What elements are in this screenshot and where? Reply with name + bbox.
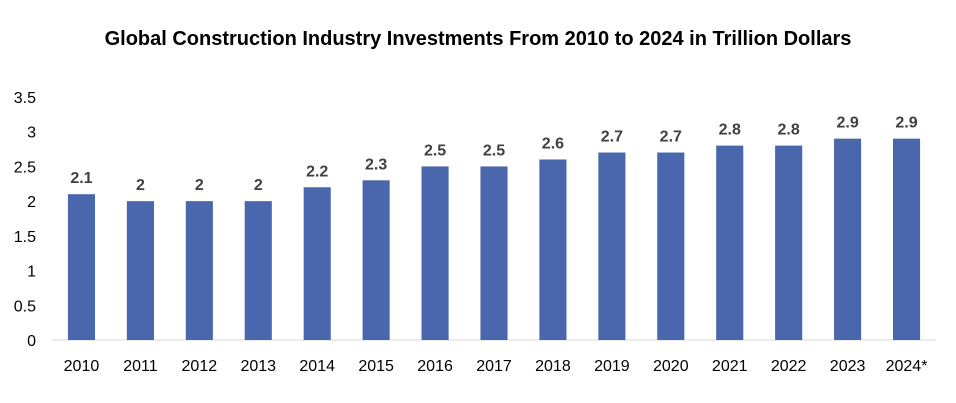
x-tick-label: 2021 <box>712 358 748 375</box>
y-tick-label: 2.5 <box>14 159 36 176</box>
data-label: 2.2 <box>306 163 328 180</box>
bar <box>303 187 331 340</box>
bar <box>244 201 272 340</box>
x-tick-label: 2014 <box>299 358 335 375</box>
bar <box>892 138 921 340</box>
bar <box>126 201 154 340</box>
bar <box>775 145 803 340</box>
bar <box>716 145 744 340</box>
data-label: 2.8 <box>778 122 800 139</box>
y-axis-ticks: 0 0.5 1 1.5 2 2.5 3 3.5 <box>14 90 36 350</box>
x-tick-label: 2013 <box>240 358 276 375</box>
chart-title: Global Construction Industry Investments… <box>104 28 852 50</box>
data-label: 2 <box>136 177 145 194</box>
data-labels: 2.1 2 2 2 2.2 2.3 2.5 2.5 2.6 2.7 2.7 2.8 2.8 2.9 2.9 <box>70 115 917 194</box>
data-label: 2.7 <box>660 129 682 146</box>
x-tick-label: 2017 <box>476 358 512 375</box>
bar <box>185 201 213 340</box>
data-label: 2.6 <box>542 135 564 152</box>
bar <box>657 152 685 340</box>
bar <box>834 138 862 340</box>
bar <box>67 194 96 340</box>
data-label: 2.3 <box>365 156 387 173</box>
y-tick-label: 2 <box>27 194 36 211</box>
data-label: 2 <box>254 177 263 194</box>
x-tick-label: 2018 <box>535 358 571 375</box>
x-tick-label: 2022 <box>771 358 807 375</box>
bar <box>421 166 449 340</box>
data-label: 2 <box>195 177 204 194</box>
y-tick-label: 3.5 <box>14 90 36 107</box>
y-tick-label: 0.5 <box>14 298 36 315</box>
x-tick-label: 2010 <box>64 358 100 375</box>
x-tick-label: 2020 <box>653 358 689 375</box>
y-tick-label: 0 <box>27 333 36 350</box>
data-label: 2.5 <box>424 142 446 159</box>
x-tick-label: 2016 <box>417 358 453 375</box>
x-tick-label: 2024* <box>886 358 928 375</box>
data-label: 2.9 <box>836 115 858 132</box>
x-tick-label: 2011 <box>123 358 158 375</box>
x-tick-label: 2019 <box>594 358 630 375</box>
bar <box>539 159 567 340</box>
data-label: 2.9 <box>895 115 917 132</box>
x-axis-ticks: 2010 2011 2012 2013 2014 2015 2016 2017 2018 2019… <box>64 358 928 375</box>
y-tick-label: 1 <box>27 264 36 281</box>
data-label: 2.5 <box>483 142 505 159</box>
y-tick-label: 3 <box>27 125 36 142</box>
bar <box>480 166 508 340</box>
bar <box>362 180 390 340</box>
bar <box>598 152 626 340</box>
data-label: 2.7 <box>601 129 623 146</box>
data-label: 2.1 <box>70 170 92 187</box>
x-tick-label: 2023 <box>830 358 866 375</box>
bar-series <box>67 138 921 340</box>
data-label: 2.8 <box>719 122 741 139</box>
y-tick-label: 1.5 <box>14 229 36 246</box>
x-tick-label: 2012 <box>182 358 218 375</box>
x-tick-label: 2015 <box>358 358 394 375</box>
